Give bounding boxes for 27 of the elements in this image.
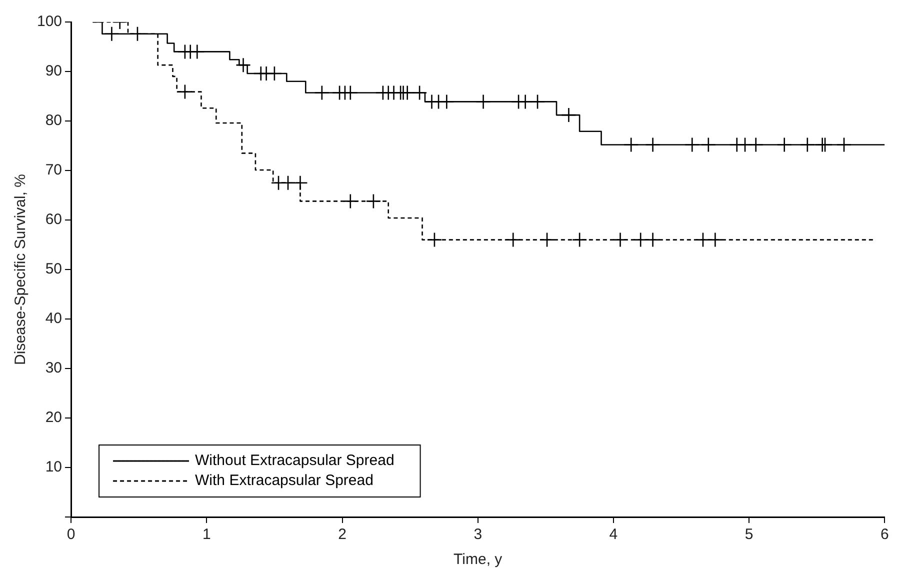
x-tick-label: 6 <box>880 526 889 544</box>
x-tick-label: 3 <box>474 526 482 544</box>
x-tick-label: 1 <box>202 526 211 544</box>
point <box>292 175 308 191</box>
y-tick-label: 60 <box>45 211 62 228</box>
y-tick-label: 90 <box>45 62 62 80</box>
x-tick-label: 5 <box>744 526 754 544</box>
x-axis-title: Time, y <box>454 551 503 568</box>
legend-label: Without Extracapsular Spread <box>195 452 394 470</box>
y-tick-label: 100 <box>36 13 62 30</box>
y-tick-label: 70 <box>45 162 62 179</box>
x-tick-label: 2 <box>338 526 346 544</box>
y-tick-label: 80 <box>45 112 62 130</box>
y-tick-label: 30 <box>45 360 62 377</box>
y-tick-label: 10 <box>45 458 62 476</box>
point <box>695 232 711 248</box>
x-tick-label: 4 <box>609 526 618 544</box>
point <box>236 57 251 73</box>
point <box>366 194 382 209</box>
point <box>572 232 588 248</box>
y-tick-label: 20 <box>45 409 62 426</box>
y-tick-label: 50 <box>45 260 62 278</box>
x-tick-label: 0 <box>66 526 76 544</box>
y-tick-label: 40 <box>45 310 62 328</box>
point <box>426 232 442 248</box>
y-axis-title: Disease-Specific Survival, % <box>12 174 30 365</box>
legend-label: With Extracapsular Spread <box>195 472 374 490</box>
